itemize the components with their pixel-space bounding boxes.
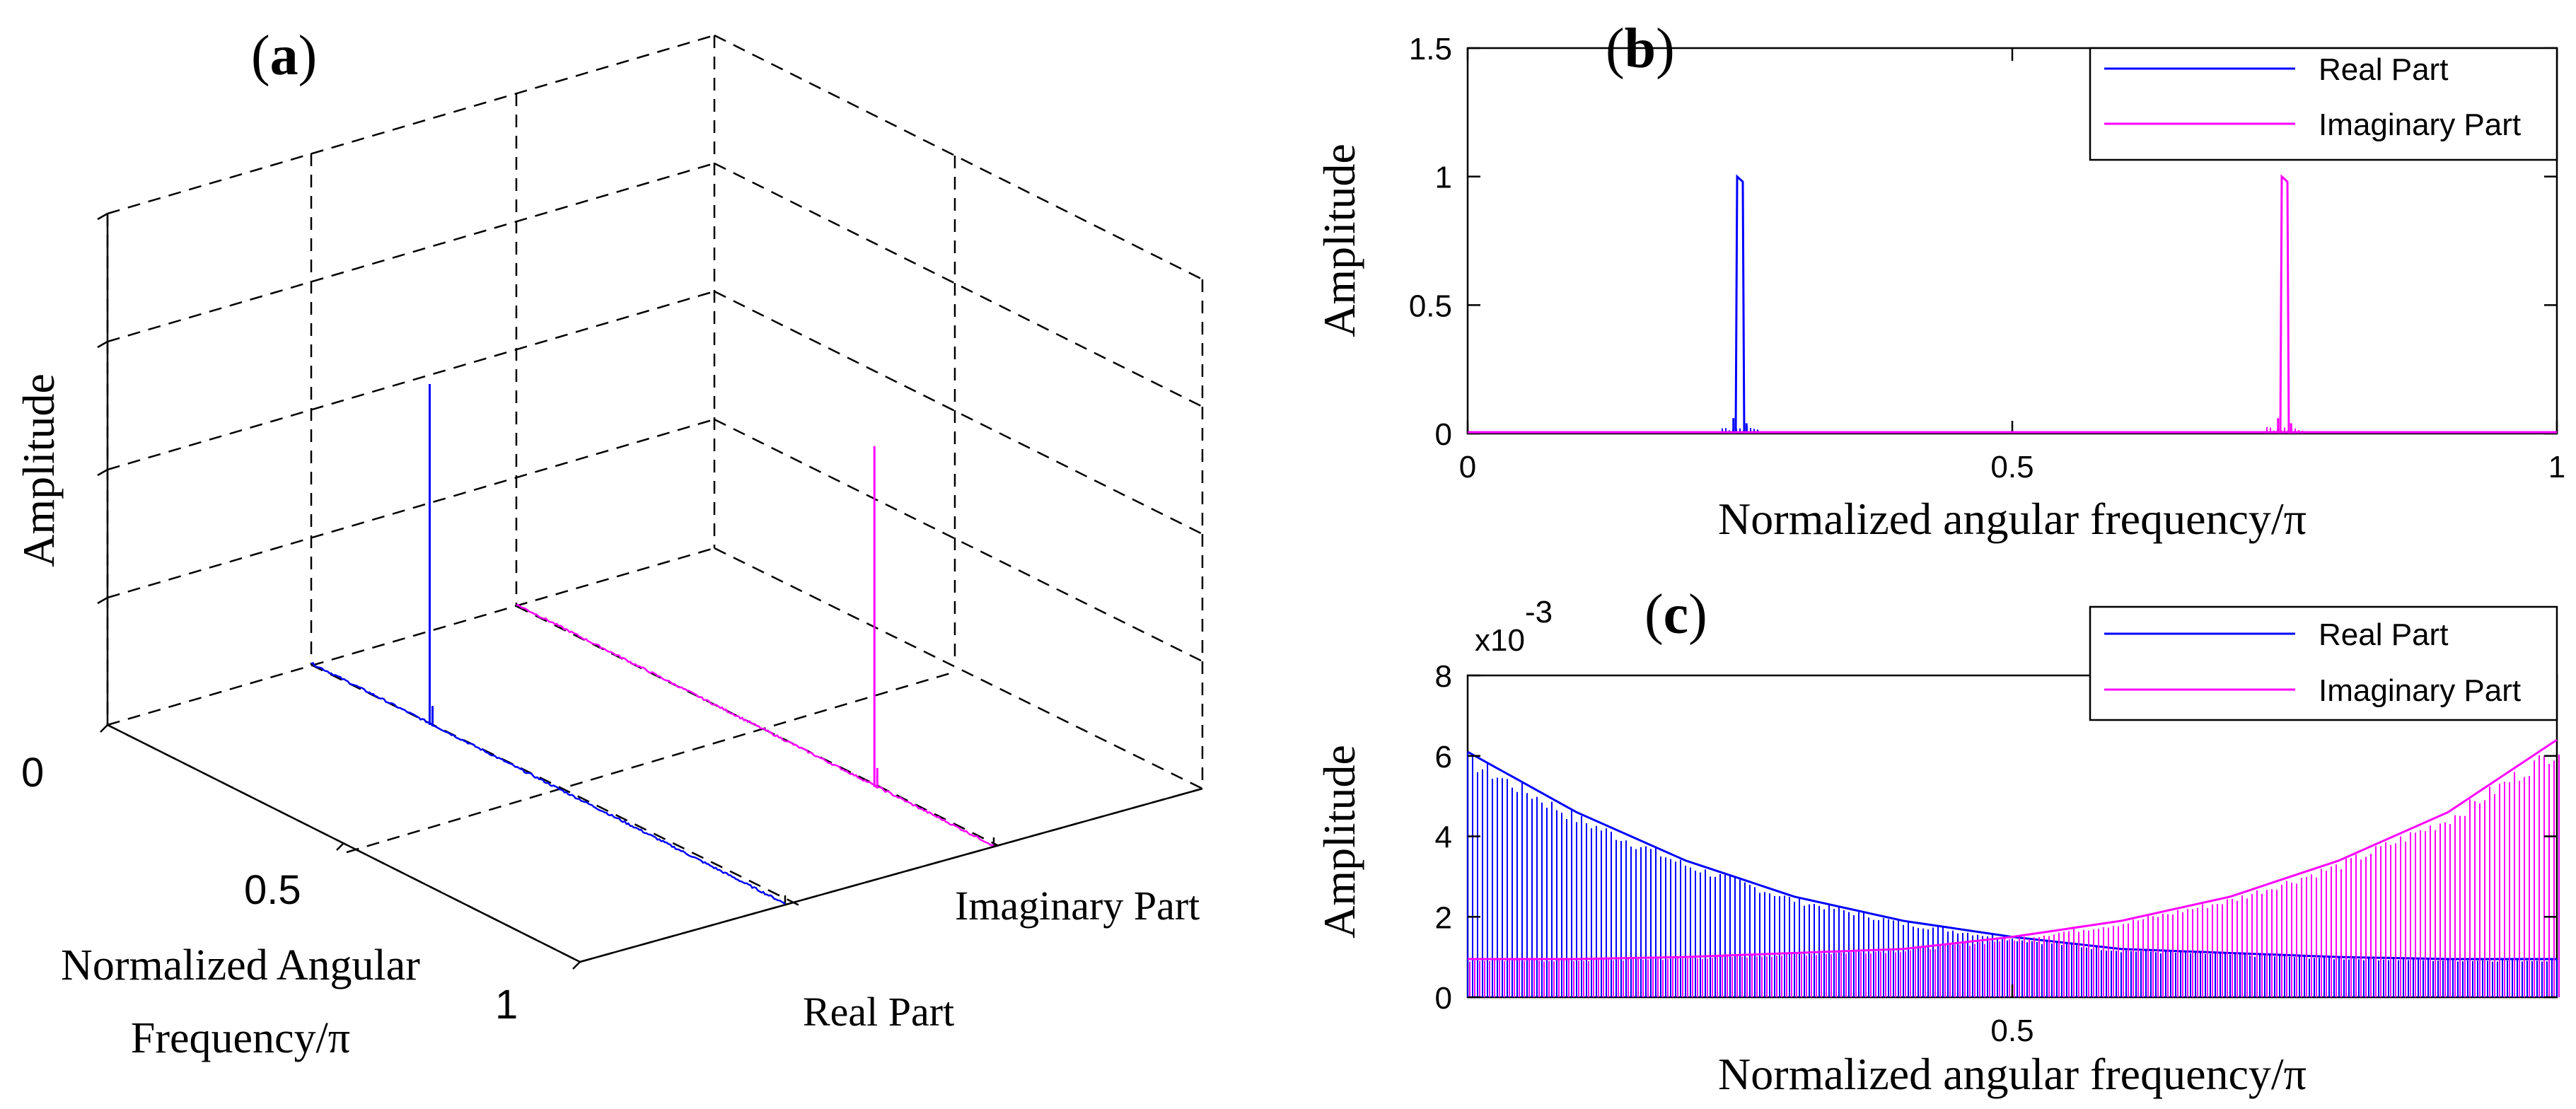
panel-a-freq-tick-0: 0 xyxy=(21,750,44,796)
panel-b-xtick-label: 0 xyxy=(1459,450,1476,484)
panel-c-legend-imag: Imaginary Part xyxy=(2319,673,2521,708)
panel-b-legend-real: Real Part xyxy=(2319,52,2448,87)
panel-b-peak-imag xyxy=(2279,174,2290,434)
panel-b-letter: b xyxy=(1625,18,1657,80)
panel-a-part-real: Real Part xyxy=(803,989,954,1035)
panel-a: (a) Amplitude 0 0.5 1 Normalized Angular… xyxy=(13,25,1204,1062)
panel-a-part-imag: Imaginary Part xyxy=(955,883,1200,929)
panel-b-ytick-label: 1 xyxy=(1435,161,1452,195)
panel-c-ytick-label: 6 xyxy=(1435,740,1452,774)
panel-b-legend: Real Part Imaginary Part xyxy=(2089,47,2558,161)
panel-c-legend-real: Real Part xyxy=(2319,617,2448,652)
panel-c-ytick-label: 8 xyxy=(1435,659,1452,694)
panel-a-letter: a xyxy=(270,25,298,87)
panel-c-ytick-label: 0 xyxy=(1435,981,1452,1016)
panel-b-ytick-label: 0.5 xyxy=(1409,289,1452,323)
panel-c-envelope-imag xyxy=(1468,738,2558,960)
panel-c-legend-box xyxy=(2089,605,2558,721)
panel-a-wireframe xyxy=(106,34,1204,963)
panel-c-ylabel: Amplitude xyxy=(1314,745,1364,939)
panel-c-exponent-power: -3 xyxy=(1525,595,1553,629)
panel-b-xlabel: Normalized angular frequency/π xyxy=(1718,494,2307,544)
panel-c-ticklabels: 0 2 4 6 8 0.5 xyxy=(1435,659,2034,1048)
panel-b-ytick-label: 1.5 xyxy=(1409,32,1452,66)
panel-c: Real Part Imaginary Part (c) x10-3 Ampli… xyxy=(1314,583,2560,1099)
panel-a-xlabel-line1: Normalized Angular xyxy=(61,941,420,989)
panel-a-xlabel-line2: Frequency/π xyxy=(131,1014,350,1062)
panel-c-exponent: x10-3 xyxy=(1475,595,1553,658)
panel-a-freq-tick-1: 1 xyxy=(495,982,518,1028)
panel-b-label: (b) xyxy=(1606,18,1675,80)
panel-c-letter: c xyxy=(1664,583,1689,646)
panel-b-ytick-label: 0 xyxy=(1435,417,1452,452)
panel-c-label: (c) xyxy=(1644,583,1707,646)
panel-a-baseline-real xyxy=(311,661,786,905)
panel-c-legend: Real Part Imaginary Part xyxy=(2089,605,2558,721)
panel-b-legend-box xyxy=(2089,47,2558,161)
panel-b-xtick-label: 1 xyxy=(2548,450,2565,484)
panel-c-series xyxy=(1467,738,2560,997)
panel-b-series xyxy=(1468,174,2557,434)
panel-a-series xyxy=(311,384,994,905)
panel-c-ytick-label: 4 xyxy=(1435,820,1452,855)
panel-c-xlabel: Normalized angular frequency/π xyxy=(1718,1049,2307,1099)
panel-b: Real Part Imaginary Part (b) Amplitude N… xyxy=(1314,18,2565,544)
panel-a-label: (a) xyxy=(251,25,317,87)
panel-b-ticklabels: 0 0.5 1 1.5 0 0.5 1 xyxy=(1409,32,2565,484)
panel-c-ticks xyxy=(1468,674,2557,999)
panel-b-peak-real xyxy=(1734,174,1746,434)
panel-a-axes xyxy=(97,212,1203,970)
panel-b-legend-imag: Imaginary Part xyxy=(2319,108,2521,142)
panel-b-xtick-label: 0.5 xyxy=(1990,450,2033,484)
panel-c-exponent-base: x10 xyxy=(1475,623,1525,658)
panel-a-baseline-imag xyxy=(516,603,994,847)
panel-a-freq-tick-0.5: 0.5 xyxy=(244,867,301,913)
panel-c-ytick-label: 2 xyxy=(1435,900,1452,935)
panel-b-ylabel: Amplitude xyxy=(1314,144,1364,337)
panel-a-ylabel: Amplitude xyxy=(13,373,64,567)
panel-c-xtick-label: 0.5 xyxy=(1990,1014,2033,1048)
